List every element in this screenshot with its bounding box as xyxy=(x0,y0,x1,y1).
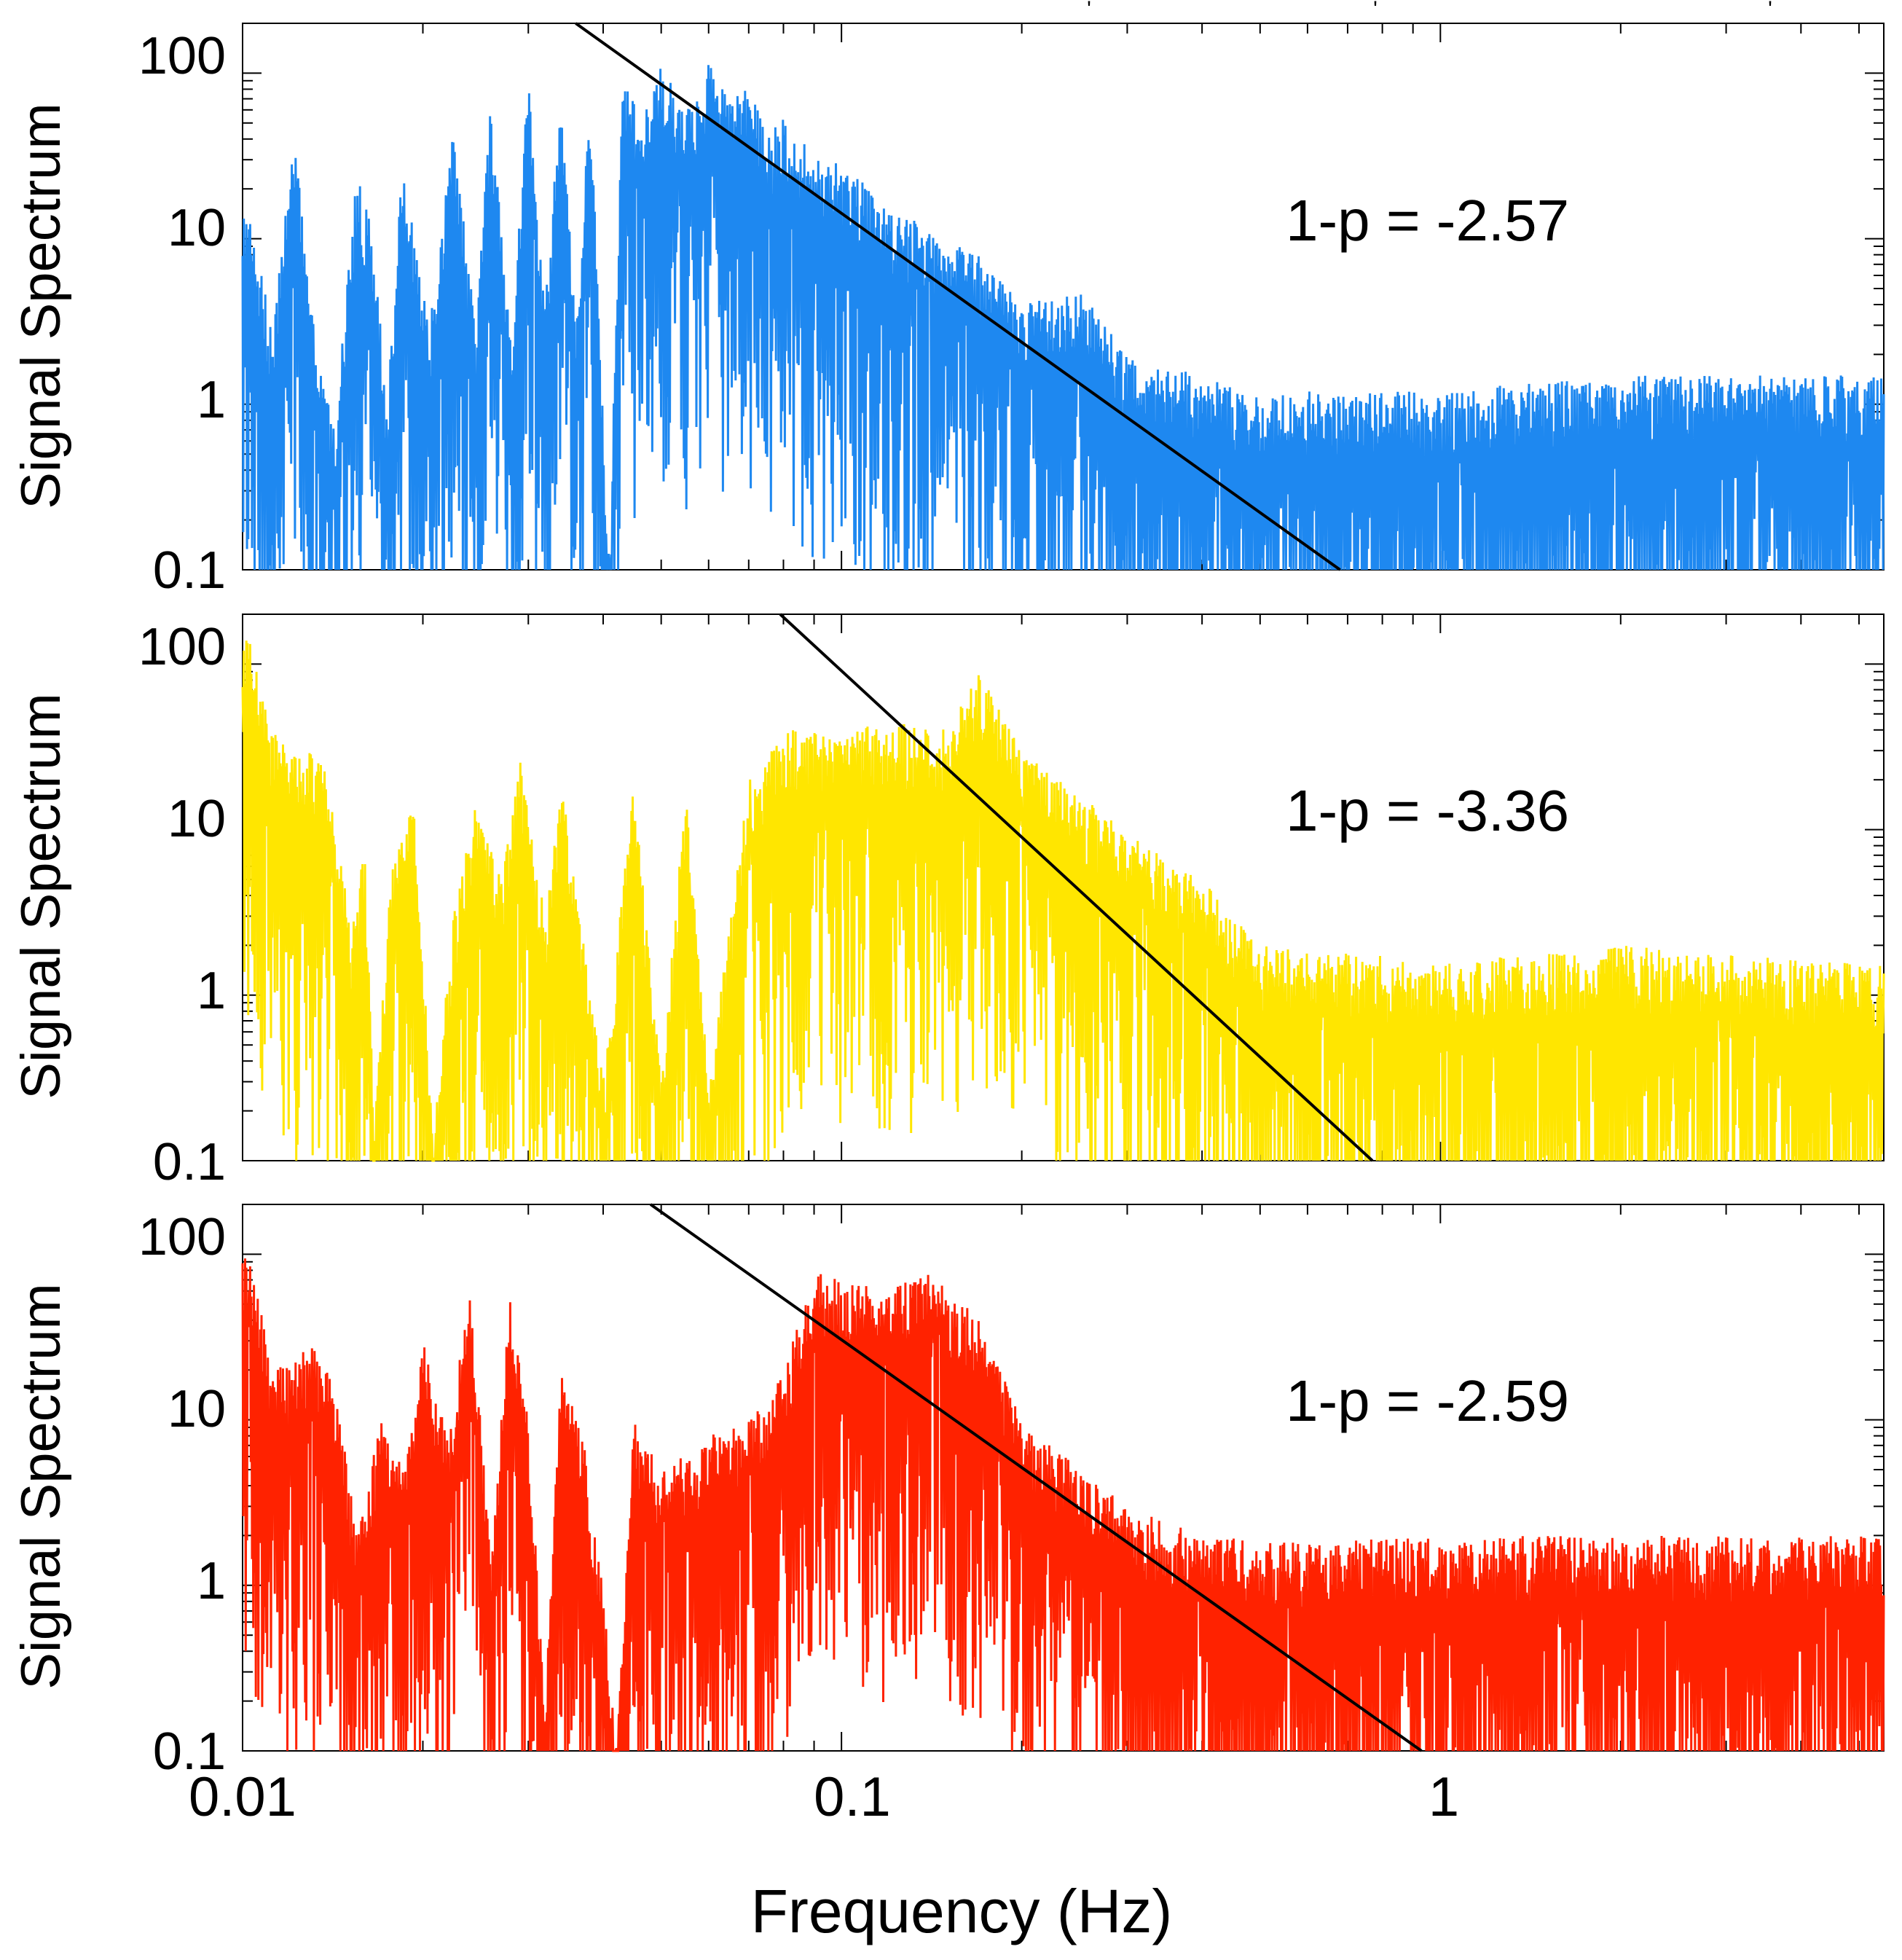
panel-1-stray-mark-3: ' xyxy=(1768,0,1772,21)
panel-1-spectrum-line xyxy=(241,65,1885,571)
panel-1-y-axis-title: Signal Spectrum xyxy=(10,103,72,509)
xtick-label-0.01: 0.01 xyxy=(189,1766,296,1828)
panel-2-y-axis-title: Signal Spectrum xyxy=(10,693,72,1099)
panel-3: 100 10 1 0.1 Signal Spectrum 1-p = -2.59… xyxy=(10,1203,1885,1945)
panel-1-ytick-label-10: 10 xyxy=(168,199,226,257)
panel-3-spectrum-line xyxy=(241,1258,1885,1752)
panel-1: ' ' ' 100 10 1 0.1 Signal Spectrum 1-p =… xyxy=(10,0,1885,600)
panel-2-frame xyxy=(242,614,1885,1161)
xtick-label-0.1: 0.1 xyxy=(814,1766,891,1828)
panel-2-fit-line xyxy=(779,613,1374,1162)
panel-2-ytick-label-0.1: 0.1 xyxy=(153,1133,226,1191)
panel-1-stray-mark-2: ' xyxy=(1373,0,1378,21)
panel-1-ytick-label-1: 1 xyxy=(197,371,226,429)
panel-3-fit-line xyxy=(649,1203,1423,1752)
panel-2-ytick-label-1: 1 xyxy=(197,962,226,1020)
panel-1-annotation: 1-p = -2.57 xyxy=(1286,188,1569,253)
panel-1-fit-line xyxy=(575,22,1341,571)
panel-3-ytick-label-0.1: 0.1 xyxy=(153,1722,226,1781)
panel-2: 100 10 1 0.1 Signal Spectrum 1-p = -3.36 xyxy=(10,613,1885,1191)
panel-3-y-axis-title: Signal Spectrum xyxy=(10,1283,72,1690)
panel-2-spectrum-line xyxy=(241,640,1885,1162)
panel-2-annotation: 1-p = -3.36 xyxy=(1286,778,1569,843)
panel-1-stray-mark-1: ' xyxy=(1087,0,1091,21)
panel-2-ytick-label-10: 10 xyxy=(168,790,226,848)
panel-2-ytick-label-100: 100 xyxy=(138,618,226,676)
x-axis-title: Frequency (Hz) xyxy=(751,1877,1173,1945)
xtick-label-1: 1 xyxy=(1429,1766,1459,1828)
panel-1-ytick-label-0.1: 0.1 xyxy=(153,541,226,600)
panel-3-annotation: 1-p = -2.59 xyxy=(1286,1368,1569,1433)
panel-3-ytick-label-100: 100 xyxy=(138,1208,226,1266)
panel-3-ytick-label-1: 1 xyxy=(197,1552,226,1610)
panel-3-ytick-label-10: 10 xyxy=(168,1380,226,1438)
panel-1-ytick-label-100: 100 xyxy=(138,27,226,85)
